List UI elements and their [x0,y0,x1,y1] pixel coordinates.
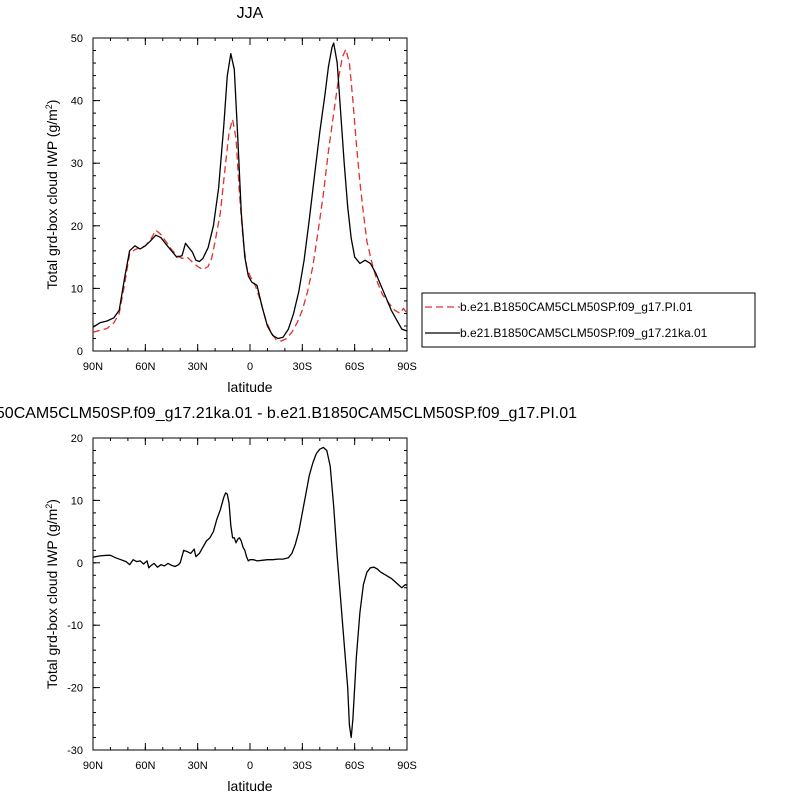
x-tick-label: 30N [188,760,208,772]
y-tick-label: -10 [67,620,83,632]
plot-frame [92,437,408,751]
y-tick-label: 0 [77,346,83,358]
y-axis-label: Total grd-box cloud IWP (g/m2) [44,499,60,689]
x-tick-label: 30S [293,760,313,772]
series-line-2 [93,42,407,340]
x-tick-label: 90S [397,361,417,373]
legend-box [421,292,756,348]
y-tick-label: 10 [71,495,83,507]
y-tick-label: 10 [71,283,83,295]
y-tick-label: 40 [71,96,83,108]
x-axis-label: latitude [227,778,272,794]
series-line-1 [93,48,407,342]
x-tick-label: 60N [135,361,155,373]
y-axis-label: Total grd-box cloud IWP (g/m2) [44,100,60,290]
y-tick-label: 30 [71,158,83,170]
y-tick-label: -20 [67,683,83,695]
y-tick-label: 20 [71,433,83,445]
x-axis-label: latitude [227,379,272,395]
legend-entry-label: b.e21.B1850CAM5CLM50SP.f09_g17.21ka.01 [460,326,708,340]
chart-panel-2: b.e21.B1850CAM5CLM50SP.f09_g17.21ka.01 -… [0,405,577,794]
chart-title: b.e21.B1850CAM5CLM50SP.f09_g17.21ka.01 -… [0,405,577,422]
chart-title: JJA [237,5,264,22]
x-tick-label: 90S [397,760,417,772]
x-tick-label: 60N [135,760,155,772]
x-tick-label: 90N [83,760,103,772]
x-tick-label: 90N [83,361,103,373]
y-tick-label: 0 [77,558,83,570]
x-tick-label: 30S [293,361,313,373]
plot-frame [92,37,408,352]
x-tick-label: 0 [247,760,253,772]
y-tick-label: -30 [67,745,83,757]
x-tick-label: 30N [188,361,208,373]
x-tick-label: 0 [247,361,253,373]
legend: b.e21.B1850CAM5CLM50SP.f09_g17.PI.01 b.e2… [421,292,756,348]
y-tick-label: 50 [71,33,83,45]
y-tick-label: 20 [71,221,83,233]
x-tick-label: 60S [345,760,365,772]
legend-entry-label: b.e21.B1850CAM5CLM50SP.f09_g17.PI.01 [460,300,693,314]
series-line-1 [93,446,407,739]
x-tick-label: 60S [345,361,365,373]
chart-panel-1: JJA 90N 60N 30N 0 30S 60S 90S 0 10 20 30 40 50 latitud… [44,5,756,395]
